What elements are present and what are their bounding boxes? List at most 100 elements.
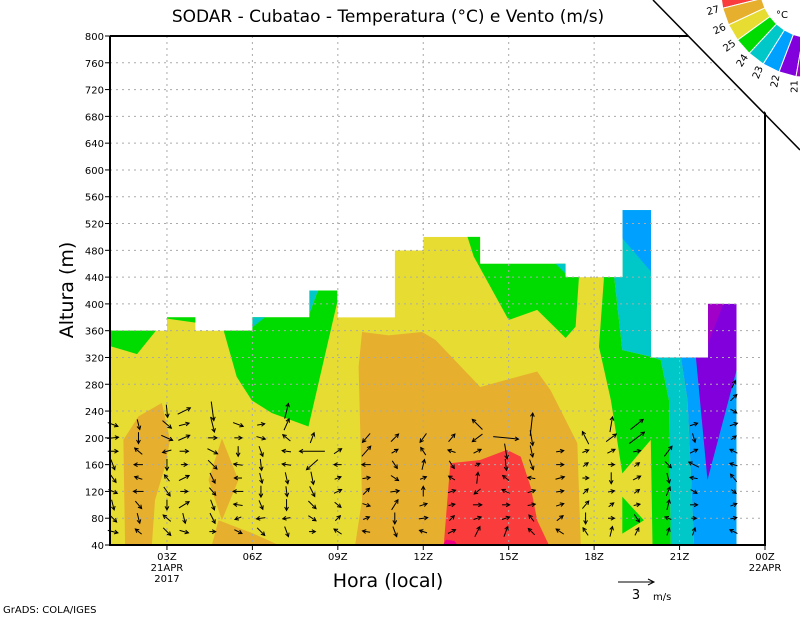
wind-arrow xyxy=(689,448,699,454)
wind-arrow xyxy=(281,434,291,442)
wind-arrow xyxy=(419,502,429,507)
wind-arrow-head xyxy=(584,448,590,454)
wind-arrow xyxy=(255,516,266,521)
wind-arrow-shaft xyxy=(582,488,589,495)
wind-arrow-head xyxy=(531,502,537,508)
wind-arrow xyxy=(207,459,218,470)
wind-arrow xyxy=(731,379,737,389)
wind-arrow-shaft xyxy=(420,447,427,456)
wind-arrow-head xyxy=(527,527,533,533)
wind-arrow-head xyxy=(114,448,119,454)
wind-arrow-shaft xyxy=(362,476,371,480)
wind-arrow xyxy=(582,462,589,467)
wind-arrow xyxy=(333,488,343,494)
wind-arrow-shaft xyxy=(134,528,142,535)
wind-arrow-head xyxy=(337,488,343,494)
wind-arrow xyxy=(136,432,141,445)
wind-arrow-head xyxy=(611,448,616,453)
wind-arrow-shaft xyxy=(256,517,266,520)
y-tick-label: 120 xyxy=(85,487,104,498)
wind-arrow-shaft xyxy=(729,422,738,427)
wind-arrow xyxy=(391,460,398,470)
wind-arrow xyxy=(308,500,317,510)
wind-arrow xyxy=(390,488,401,494)
wind-arrow xyxy=(178,474,191,482)
wind-arrow-head xyxy=(332,462,338,467)
wind-arrow xyxy=(690,489,698,494)
wind-arrow-shaft xyxy=(472,433,483,443)
wind-arrow xyxy=(418,529,428,534)
wind-arrow xyxy=(529,412,535,436)
wind-arrow-head xyxy=(559,489,565,494)
wind-arrow xyxy=(164,404,170,419)
wind-arrow-head xyxy=(211,416,216,422)
wind-arrow xyxy=(257,422,266,427)
wind-arrow-shaft xyxy=(419,529,428,534)
wind-arrow-head xyxy=(136,439,141,445)
x-axis-label: Hora (local) xyxy=(333,570,444,592)
wind-arrow xyxy=(258,500,264,511)
temperature-region-23-24 xyxy=(614,210,695,545)
wind-arrow-shaft xyxy=(419,433,427,443)
wind-arrow xyxy=(728,529,738,534)
wind-arrow-head xyxy=(113,422,119,428)
wind-arrow-head xyxy=(361,529,367,534)
wind-arrow-shaft xyxy=(283,418,290,431)
wind-arrow-head xyxy=(360,462,366,467)
wind-arrow xyxy=(729,421,739,427)
wind-arrow-head xyxy=(732,409,738,414)
wind-arrow-shaft xyxy=(308,515,317,522)
x-tick-date: 22APR xyxy=(749,563,782,574)
wind-arrow xyxy=(503,525,509,537)
wind-arrow-head xyxy=(471,437,477,443)
wind-arrow-head xyxy=(505,502,511,508)
wind-arrow-head xyxy=(636,475,642,480)
wind-arrow-head xyxy=(471,418,477,424)
wind-arrow xyxy=(179,448,190,454)
wind-arrow-head xyxy=(732,502,738,507)
wind-arrow xyxy=(161,449,172,454)
wind-arrow-shaft xyxy=(421,459,426,470)
wind-arrow-shaft xyxy=(692,527,696,536)
wind-arrow xyxy=(234,435,243,441)
y-tick-label: 560 xyxy=(85,193,104,204)
y-tick-label: 440 xyxy=(85,273,104,284)
wind-arrow xyxy=(730,408,738,414)
wind-arrow-head xyxy=(419,438,424,444)
temperature-region-21 xyxy=(706,302,724,347)
wind-arrow-head xyxy=(504,454,509,460)
wind-arrow-head xyxy=(421,458,427,464)
wind-arrow-head xyxy=(239,422,245,428)
wind-arrow-shaft xyxy=(448,515,455,522)
wind-arrow xyxy=(208,435,218,441)
wind-arrow xyxy=(608,515,616,521)
temperature-fill-layer xyxy=(110,210,737,545)
wind-arrow-head xyxy=(559,448,565,454)
wind-arrow xyxy=(609,525,614,537)
wind-arrow-shaft xyxy=(471,419,483,430)
wind-arrow xyxy=(361,529,371,534)
y-tick-label: 40 xyxy=(91,541,104,552)
wind-arrow-head xyxy=(583,520,588,525)
wind-arrow xyxy=(208,487,217,497)
y-tick-label: 800 xyxy=(85,32,104,43)
y-tick-label: 760 xyxy=(85,59,104,70)
wind-arrow-head xyxy=(311,492,316,498)
wind-arrow xyxy=(448,514,456,522)
wind-arrow xyxy=(310,471,316,486)
wind-arrow-head xyxy=(167,424,173,429)
wind-arrow-shaft xyxy=(630,418,644,430)
wind-arrow-shaft xyxy=(730,394,738,402)
wind-arrow-head xyxy=(337,448,343,453)
wind-arrow-shaft xyxy=(208,487,217,496)
wind-arrow-shaft xyxy=(609,526,613,537)
wind-arrow-head xyxy=(728,462,734,467)
wind-arrow-head xyxy=(255,516,261,521)
wind-arrow xyxy=(209,472,216,485)
wind-arrow-head xyxy=(162,514,168,519)
wind-arrow xyxy=(447,475,456,481)
wind-arrow xyxy=(729,473,738,483)
wind-arrow-shaft xyxy=(362,503,371,507)
wind-arrow-head xyxy=(609,415,615,421)
wind-arrow-shaft xyxy=(633,514,640,523)
